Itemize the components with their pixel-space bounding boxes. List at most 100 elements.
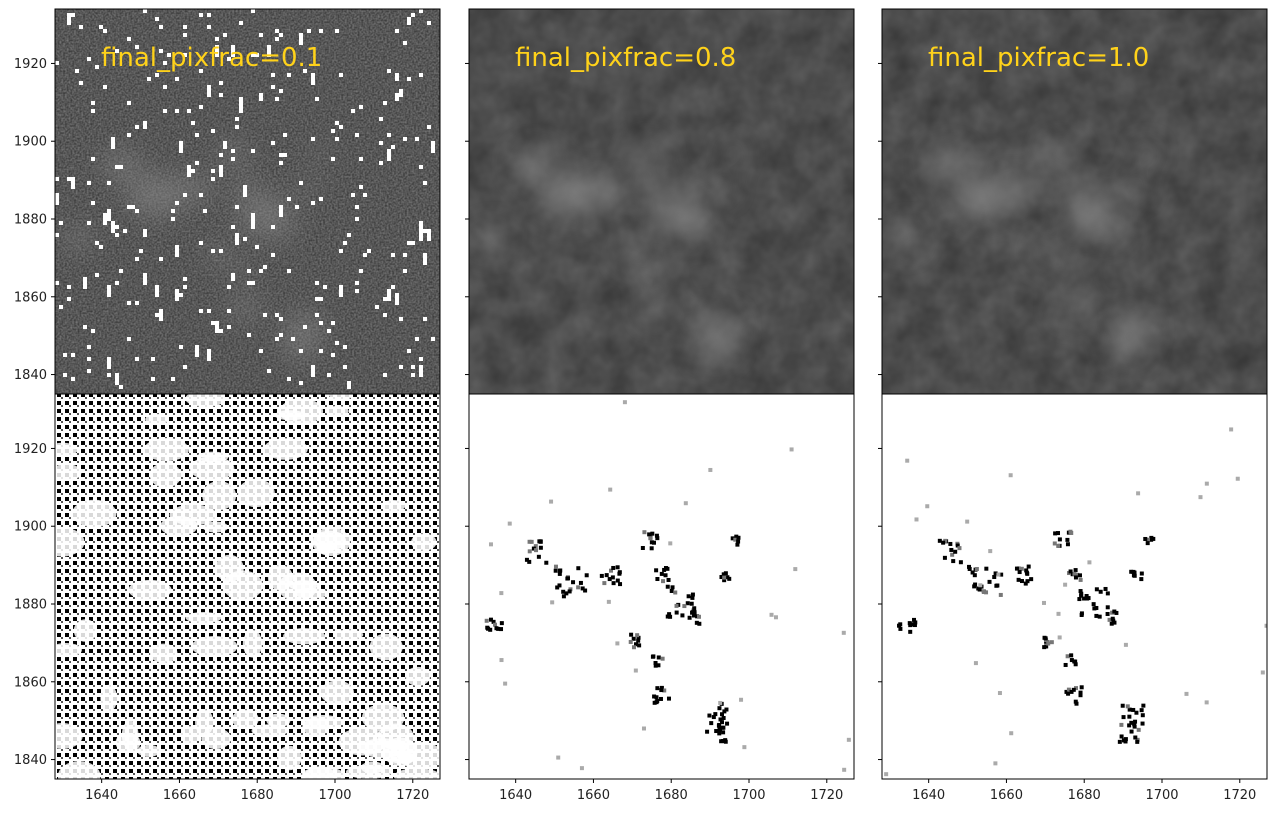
emission [477,142,742,360]
weight-speck [1063,582,1068,587]
weight-speck [973,661,978,666]
dead-pixel [419,73,423,77]
dead-pixel [91,201,95,205]
weight-pixel [713,712,718,717]
weight-pixel [1055,531,1060,536]
weight-pixel [571,580,576,585]
dead-pixel [407,77,411,81]
weight-patch [195,709,214,736]
dead-pixel [179,293,183,297]
dead-pixel [411,373,415,377]
weight-pixel [1084,593,1089,598]
weight-pixel [527,559,532,564]
dead-pixel [407,21,411,25]
dead-pixel [95,65,99,69]
x-tick-label: 1700 [732,788,765,803]
dead-pixel [363,193,367,197]
dead-pixel [139,249,143,253]
weight-pixel [720,720,725,725]
weight-pixel [1105,611,1110,616]
weight-pixel [957,546,962,551]
dead-pixel [319,197,323,201]
weight-pixel [1073,575,1078,580]
weight-pixel [724,707,729,712]
dead-pixel [99,245,103,249]
weight-speck [1204,481,1209,486]
weight-pixel [725,575,730,580]
dead-pixel [155,73,159,77]
dead-pixel [211,129,215,133]
dead-pixel [259,97,263,101]
dead-pixel [119,385,123,389]
emission-blob [592,175,626,201]
weight-speck [549,499,554,504]
dead-pixel [415,337,419,341]
weight-patch [325,405,349,417]
dead-pixel [151,357,155,361]
weight-pixel [686,594,691,599]
weight-pixel [1072,571,1077,576]
dead-pixel [423,229,427,233]
weight-pixel [720,725,725,730]
weight-pixel [565,576,570,581]
dead-pixel [247,333,251,337]
dead-pixel [87,369,91,373]
weight-pixel [709,721,714,726]
weight-speck [914,517,919,522]
dead-pixel [243,185,247,197]
weight-pixel [907,621,912,626]
emission-blob [268,221,293,240]
dead-pixel [315,97,319,101]
dead-pixel [171,217,175,221]
weight-pixel [942,555,947,560]
weight-speck [499,658,504,663]
dead-pixel [183,365,187,369]
weight-speck [550,600,555,605]
weight-pixel [568,587,573,592]
dead-pixel [231,277,235,281]
dead-pixel [271,73,275,77]
dead-pixel [311,201,315,205]
weight-pixel [1094,587,1099,592]
weight-speck [1041,600,1046,605]
emission-blob [1033,245,1058,263]
dead-pixel [179,345,183,349]
dead-pixel [391,253,395,257]
y-tick-label: 1920 [14,57,47,72]
dead-pixel [347,233,351,237]
dead-pixel [331,129,335,133]
weight-pixel [1107,617,1112,622]
weight-patch [237,479,275,508]
panel-1-0 [54,393,441,780]
dead-pixel [163,109,167,113]
weight-pixel [730,536,735,541]
dead-pixel [127,133,131,137]
weight-pixel [714,729,719,734]
weight-pixel [736,539,741,544]
dead-pixel [91,329,95,333]
weight-pixel [533,544,538,549]
emission-blob [954,174,1012,218]
weight-pixel [1025,579,1030,584]
weight-pixel [652,694,657,699]
weight-pixel [719,575,724,580]
panel-0-2: final_pixfrac=1.0 [881,8,1268,395]
weight-pixel [689,601,694,606]
dead-pixel [251,149,255,153]
weight-pixel [972,573,977,578]
weight-pixel [722,575,727,580]
weight-pixel [1151,536,1156,541]
weight-pixel [1026,564,1031,569]
weight-patch [149,643,178,664]
dead-pixel [87,57,91,61]
weight-patch [397,741,440,770]
weight-pixel [544,560,549,565]
weight-pixel [981,589,986,594]
dead-pixel [183,277,187,281]
weight-pixel [1139,577,1144,582]
dead-pixel [87,357,91,361]
dead-pixel [171,377,175,381]
dead-pixel [195,161,199,165]
dead-pixel [427,21,431,25]
dead-pixel [131,205,135,209]
